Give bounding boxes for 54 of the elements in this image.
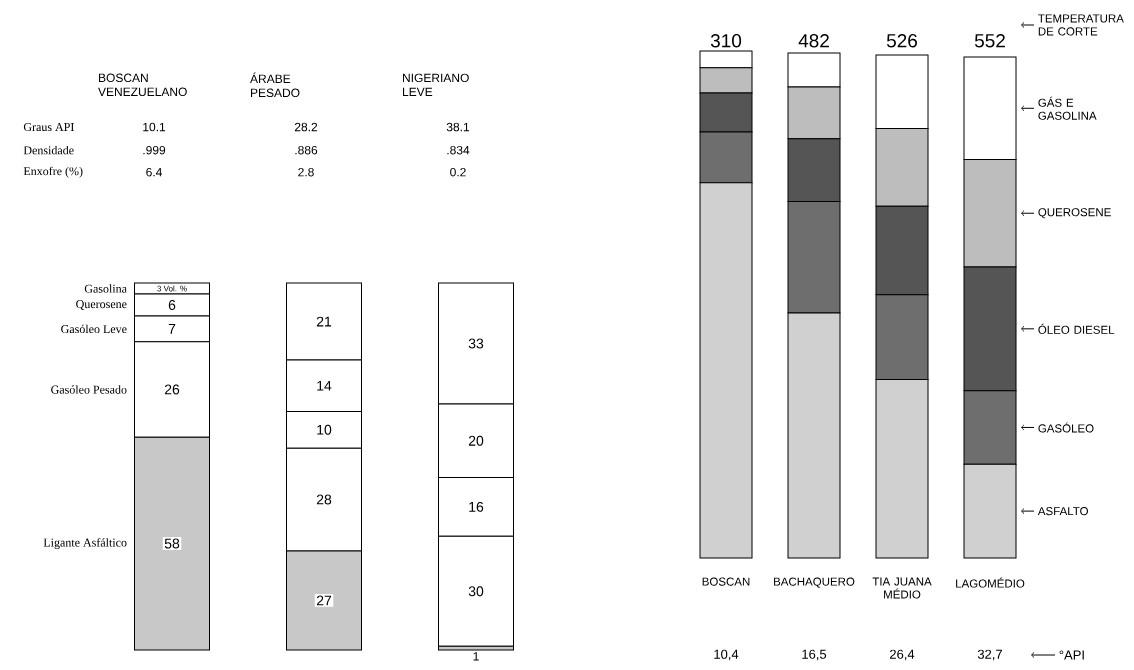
text: 38.1 — [446, 122, 470, 132]
legend-label: GÁS E GASOLINA — [1038, 96, 1097, 120]
text: 32,7 — [977, 649, 1002, 661]
series-label: Gasóleo Pesado — [51, 385, 127, 394]
data-label: 16 — [469, 501, 484, 512]
legend-label: ÓLEO DIESEL — [1038, 323, 1115, 334]
x-tick-label: BACHAQUERO — [774, 577, 855, 588]
text: 0.2 — [450, 167, 466, 177]
data-label: 27 — [316, 595, 332, 606]
data-label: 1 — [473, 652, 479, 661]
data-label: 14 — [317, 380, 332, 391]
text: °API — [1059, 650, 1084, 660]
series-label: Gasolina — [84, 284, 127, 293]
text: 310 — [710, 34, 742, 48]
series-label: Ligante Asfáltico — [43, 538, 127, 550]
data-label: 20 — [468, 435, 484, 446]
series-label: Querosene — [76, 300, 127, 310]
series-label: Gasóleo Leve — [61, 324, 127, 334]
x-tick-label: BOSCAN — [702, 577, 750, 586]
text: TEMPERATURA DE CORTE — [1038, 14, 1124, 36]
data-label: 7 — [168, 324, 176, 334]
data-label: 6 — [168, 300, 176, 310]
text: 6.4 — [146, 167, 162, 177]
text: .886 — [295, 145, 318, 155]
text: 10,4 — [714, 649, 739, 661]
text: Graus API — [23, 122, 74, 132]
text: .999 — [143, 145, 166, 155]
text: 26,4 — [890, 649, 915, 661]
legend-label: ASFALTO — [1037, 507, 1088, 516]
data-label: 58 — [164, 538, 180, 549]
text: 2.8 — [298, 167, 314, 177]
data-label: 3 Vol. % — [157, 285, 187, 292]
data-label: 26 — [164, 384, 180, 395]
data-label: 30 — [468, 586, 484, 597]
text: 526 — [886, 34, 918, 48]
text: 552 — [974, 34, 1005, 48]
text: 28.2 — [294, 122, 318, 132]
x-tick-label: LAGOMÉDIO — [956, 577, 1025, 588]
data-label: 10 — [317, 424, 332, 435]
data-label: 21 — [316, 316, 332, 327]
text: 16,5 — [802, 649, 827, 661]
text: Densidade — [23, 145, 74, 155]
x-tick-label: ÁRABE PESADO — [250, 72, 300, 98]
legend-label: QUEROSENE — [1038, 208, 1111, 219]
x-tick-label: NIGERIANO LEVE — [403, 73, 469, 97]
x-tick-label: BOSCAN VENEZUELANO — [98, 73, 187, 97]
text: 10.1 — [143, 122, 166, 132]
legend-label: GASÓLEO — [1038, 422, 1094, 433]
data-label: 28 — [316, 494, 332, 505]
text: 482 — [798, 34, 829, 48]
text: .834 — [447, 145, 470, 155]
x-tick-label: TIA JUANA MÉDIO — [872, 577, 932, 599]
text: Enxofre (%) — [23, 166, 83, 178]
data-label: 33 — [468, 338, 484, 349]
